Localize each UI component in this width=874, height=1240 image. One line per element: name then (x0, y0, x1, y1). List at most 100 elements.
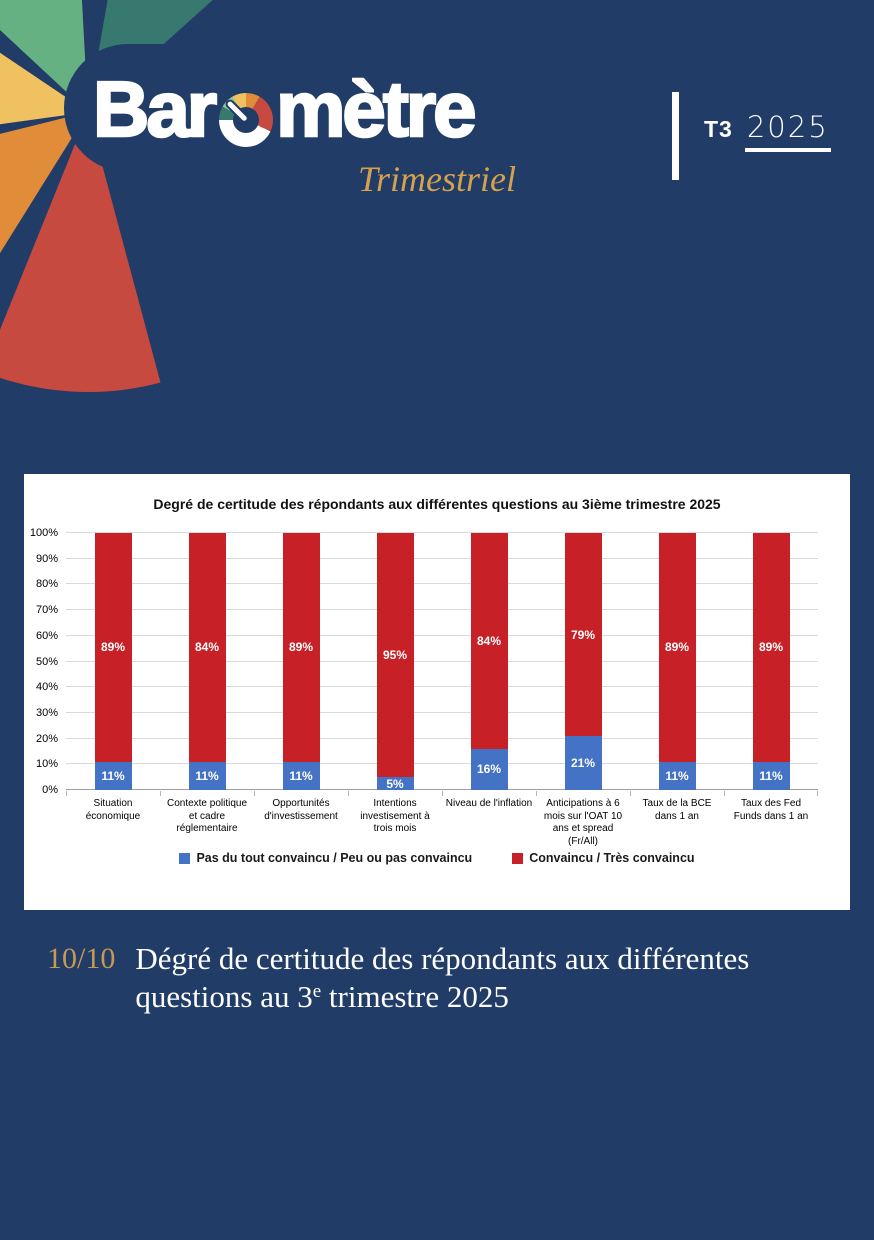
bar-slot: 89% 11% (66, 533, 160, 790)
bar-segment-not-convinced: 16% (470, 748, 508, 790)
stacked-bar: 84% 16% (470, 533, 508, 790)
category-label: Taux des Fed Funds dans 1 an (733, 798, 809, 822)
gridline (66, 737, 818, 739)
stacked-bar: 89% 11% (282, 533, 320, 790)
legend-item-blue: Pas du tout convaincu / Peu ou pas conva… (179, 851, 472, 865)
gridline (66, 711, 818, 713)
bar-segment-not-convinced: 5% (376, 777, 414, 791)
bar-segment-not-convinced: 11% (752, 761, 790, 790)
y-tick-label: 60% (35, 629, 58, 642)
axis-tick (536, 791, 537, 796)
logo-barometre: Bar mètre (92, 65, 478, 153)
caption-superscript: e (312, 981, 322, 1002)
category-label: Contexte politique et cadre réglementair… (166, 798, 248, 834)
category-label: Taux de la BCE dans 1 an (642, 798, 712, 822)
gridline (66, 532, 818, 533)
bar-segment-not-convinced: 11% (658, 761, 696, 790)
bar-slot: 95% 5% (348, 533, 442, 791)
stacked-bar: 95% 5% (376, 533, 414, 791)
stacked-bar: 79% 21% (564, 533, 602, 790)
fan-wedge-red (0, 112, 161, 393)
bar-segment-convinced: 84% (188, 533, 226, 762)
bar-slot: 89% 11% (724, 533, 818, 790)
legend-item-red: Convaincu / Très convaincu (512, 851, 695, 865)
fan-chart-graphic (0, 0, 213, 393)
caption-line2-before: questions au 3 (135, 979, 313, 1014)
y-tick-label: 80% (35, 578, 58, 591)
y-tick-label: 20% (35, 732, 58, 745)
bar-slot: 89% 11% (630, 533, 724, 790)
gridline (66, 634, 818, 636)
bar-slot: 84% 16% (442, 533, 536, 790)
caption-title: Dégré de certitude des répondants aux di… (135, 940, 749, 1021)
axis-tick (630, 791, 631, 796)
logo-text-part1: Bar (92, 65, 219, 153)
stacked-bar: 84% 11% (188, 533, 226, 790)
legend-swatch-blue (179, 852, 191, 864)
axis-tick (348, 791, 349, 796)
bar-segment-not-convinced: 11% (188, 761, 226, 790)
y-tick-label: 90% (35, 552, 58, 565)
bar-segment-convinced: 84% (470, 533, 508, 749)
logo-subtitle: Trimestriel (357, 159, 516, 199)
bar-segment-convinced: 89% (658, 533, 696, 762)
axis-tick (724, 791, 725, 796)
gridline (66, 609, 818, 611)
bar-segment-not-convinced: 21% (564, 736, 602, 790)
gridline (66, 557, 818, 559)
bar-segment-not-convinced: 11% (94, 761, 132, 790)
axis-tick (817, 791, 818, 796)
category-labels: Situation économique Contexte politique e… (66, 798, 818, 848)
y-tick-label: 30% (35, 706, 58, 719)
gridline (66, 789, 818, 790)
category-label: Niveau de l'inflation (445, 798, 533, 809)
stacked-bar: 89% 11% (752, 533, 790, 790)
axis-tick (66, 791, 67, 796)
gridline (66, 583, 818, 585)
category-label: Anticipations à 6 mois sur l'OAT 10 ans … (543, 798, 623, 847)
bar-segment-convinced: 89% (752, 533, 790, 762)
y-tick-label: 100% (29, 527, 58, 539)
gridline (66, 686, 818, 688)
fan-wedge-green (0, 0, 88, 112)
chart-legend: Pas du tout convaincu / Peu ou pas conva… (24, 851, 850, 865)
fan-wedge-orange (0, 112, 88, 254)
quarter-label: T3 (704, 116, 733, 142)
y-tick-label: 70% (35, 604, 58, 617)
bar-segment-not-convinced: 11% (282, 761, 320, 790)
caption-line1: Dégré de certitude des répondants aux di… (135, 941, 750, 976)
quarter-block: T3 2025 (672, 92, 831, 180)
bar-segment-convinced: 89% (94, 533, 132, 762)
logo-background-pill (64, 44, 569, 172)
legend-swatch-red (512, 852, 524, 864)
bar-slot: 84% 11% (160, 533, 254, 790)
gauge-o-icon (219, 93, 274, 147)
legend-label-red: Convaincu / Très convaincu (529, 851, 695, 865)
chart-card: Degré de certitude des répondants aux di… (24, 474, 850, 910)
caption-row: 10/10 Dégré de certitude des répondants … (47, 940, 847, 1021)
logo-text-part2: mètre (275, 65, 478, 153)
y-tick-label: 0% (42, 784, 58, 796)
category-label: Situation économique (85, 798, 141, 822)
axis-tick (160, 791, 161, 796)
axis-tick (254, 791, 255, 796)
bar-slot: 89% 11% (254, 533, 348, 790)
y-tick-label: 10% (35, 758, 58, 771)
stacked-bar: 89% 11% (658, 533, 696, 790)
page-number: 10/10 (47, 942, 116, 975)
bar-segment-convinced: 79% (564, 533, 602, 737)
bar-segment-convinced: 95% (376, 533, 414, 778)
bar-segment-convinced: 89% (282, 533, 320, 762)
chart-title: Degré de certitude des répondants aux di… (153, 496, 721, 512)
legend-label-blue: Pas du tout convaincu / Peu ou pas conva… (196, 851, 473, 865)
gridline (66, 660, 818, 662)
category-label: Intentions investisement à trois mois (360, 798, 430, 834)
y-tick-label: 50% (35, 655, 58, 668)
chart-plot: 89% 11% 84% 11% 89% 11% 95% 5% 84% 16% 79% 21% 89% 11… (66, 532, 818, 791)
caption-line2-after: trimestre 2025 (321, 979, 509, 1014)
bar-slot: 79% 21% (536, 533, 630, 790)
year-label: 2025 (744, 110, 831, 152)
stacked-bar: 89% 11% (94, 533, 132, 790)
y-tick-label: 40% (35, 681, 58, 694)
